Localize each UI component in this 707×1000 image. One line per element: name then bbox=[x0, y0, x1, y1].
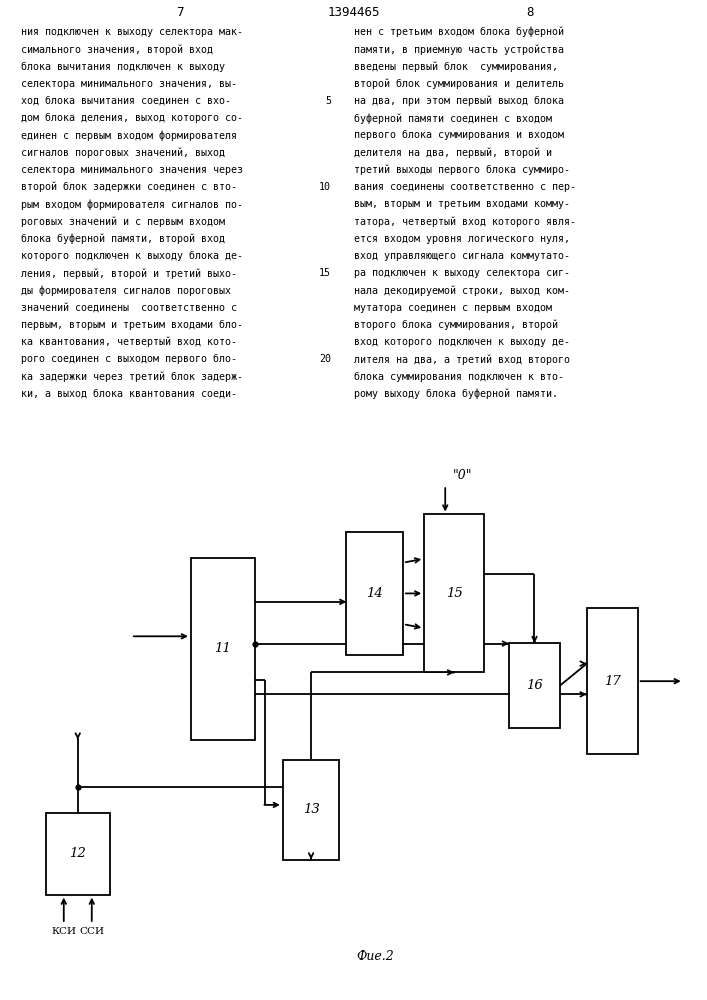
Text: 11: 11 bbox=[214, 643, 231, 656]
Text: КСИ: КСИ bbox=[52, 927, 76, 936]
Text: ра подключен к выходу селектора сиг-: ра подключен к выходу селектора сиг- bbox=[354, 268, 570, 278]
Text: ка задержки через третий блок задерж-: ка задержки через третий блок задерж- bbox=[21, 371, 243, 382]
Text: первого блока суммирования и входом: первого блока суммирования и входом bbox=[354, 130, 563, 140]
Text: памяти, в приемную часть устройства: памяти, в приемную часть устройства bbox=[354, 44, 563, 55]
Text: ния подключен к выходу селектора мак-: ния подключен к выходу селектора мак- bbox=[21, 27, 243, 37]
Bar bbox=[346, 532, 403, 655]
Bar bbox=[283, 760, 339, 860]
Text: симального значения, второй вход: симального значения, второй вход bbox=[21, 44, 214, 55]
Text: ССИ: ССИ bbox=[79, 927, 104, 936]
Text: блока вычитания подключен к выходу: блока вычитания подключен к выходу bbox=[21, 61, 226, 72]
Text: второго блока суммирования, второй: второго блока суммирования, второй bbox=[354, 320, 558, 330]
Text: сигналов пороговых значений, выход: сигналов пороговых значений, выход bbox=[21, 148, 226, 158]
Text: введены первый блок  суммирования,: введены первый блок суммирования, bbox=[354, 61, 558, 72]
Text: "0": "0" bbox=[452, 469, 472, 482]
Text: рым входом формирователя сигналов по-: рым входом формирователя сигналов по- bbox=[21, 199, 243, 210]
Text: селектора минимального значения через: селектора минимального значения через bbox=[21, 165, 243, 175]
Text: первым, вторым и третьим входами бло-: первым, вторым и третьим входами бло- bbox=[21, 320, 243, 330]
Text: третий выходы первого блока суммиро-: третий выходы первого блока суммиро- bbox=[354, 165, 570, 175]
Text: 15: 15 bbox=[446, 587, 462, 600]
Text: ки, а выход блока квантования соеди-: ки, а выход блока квантования соеди- bbox=[21, 389, 238, 399]
Text: лителя на два, а третий вход второго: лителя на два, а третий вход второго bbox=[354, 354, 570, 365]
Text: 7: 7 bbox=[177, 6, 184, 19]
Text: рому выходу блока буферной памяти.: рому выходу блока буферной памяти. bbox=[354, 389, 558, 399]
Text: второй блок суммирования и делитель: второй блок суммирования и делитель bbox=[354, 79, 563, 89]
Text: вым, вторым и третьим входами комму-: вым, вторым и третьим входами комму- bbox=[354, 199, 570, 209]
Text: нала декодируемой строки, выход ком-: нала декодируемой строки, выход ком- bbox=[354, 285, 570, 296]
Text: 13: 13 bbox=[303, 803, 320, 816]
Text: селектора минимального значения, вы-: селектора минимального значения, вы- bbox=[21, 79, 238, 89]
Bar bbox=[424, 514, 484, 672]
Text: вания соединены соответственно с пер-: вания соединены соответственно с пер- bbox=[354, 182, 575, 192]
Text: блока буферной памяти, второй вход: блока буферной памяти, второй вход bbox=[21, 234, 226, 244]
Text: Фие.2: Фие.2 bbox=[356, 950, 394, 963]
Text: 10: 10 bbox=[319, 182, 331, 192]
Text: ход блока вычитания соединен с вхо-: ход блока вычитания соединен с вхо- bbox=[21, 96, 231, 106]
Text: нен с третьим входом блока буферной: нен с третьим входом блока буферной bbox=[354, 27, 563, 37]
Bar bbox=[509, 643, 560, 728]
Text: вход которого подключен к выходу де-: вход которого подключен к выходу де- bbox=[354, 337, 570, 347]
Text: единен с первым входом формирователя: единен с первым входом формирователя bbox=[21, 130, 238, 141]
Text: мутатора соединен с первым входом: мутатора соединен с первым входом bbox=[354, 303, 551, 313]
Text: делителя на два, первый, второй и: делителя на два, первый, второй и bbox=[354, 148, 551, 158]
Text: 17: 17 bbox=[604, 675, 621, 688]
Text: 15: 15 bbox=[319, 268, 331, 278]
Text: 20: 20 bbox=[319, 354, 331, 364]
Bar bbox=[587, 608, 638, 754]
Text: дом блока деления, выход которого со-: дом блока деления, выход которого со- bbox=[21, 113, 243, 123]
Text: 5: 5 bbox=[325, 96, 331, 106]
Text: ка квантования, четвертый вход кото-: ка квантования, четвертый вход кото- bbox=[21, 337, 238, 347]
Bar bbox=[46, 813, 110, 895]
Text: 8: 8 bbox=[527, 6, 534, 19]
Text: ется входом уровня логического нуля,: ется входом уровня логического нуля, bbox=[354, 234, 570, 244]
Text: 12: 12 bbox=[69, 847, 86, 860]
Text: второй блок задержки соединен с вто-: второй блок задержки соединен с вто- bbox=[21, 182, 238, 192]
Text: рого соединен с выходом первого бло-: рого соединен с выходом первого бло- bbox=[21, 354, 238, 364]
Text: вход управляющего сигнала коммутато-: вход управляющего сигнала коммутато- bbox=[354, 251, 570, 261]
Text: ды формирователя сигналов пороговых: ды формирователя сигналов пороговых bbox=[21, 285, 231, 296]
Bar bbox=[191, 558, 255, 740]
Text: 1394465: 1394465 bbox=[327, 6, 380, 19]
Text: роговых значений и с первым входом: роговых значений и с первым входом bbox=[21, 216, 226, 227]
Text: ления, первый, второй и третий выхо-: ления, первый, второй и третий выхо- bbox=[21, 268, 238, 279]
Text: которого подключен к выходу блока де-: которого подключен к выходу блока де- bbox=[21, 251, 243, 261]
Text: татора, четвертый вход которого явля-: татора, четвертый вход которого явля- bbox=[354, 216, 575, 227]
Text: 14: 14 bbox=[366, 587, 383, 600]
Text: на два, при этом первый выход блока: на два, при этом первый выход блока bbox=[354, 96, 563, 106]
Text: блока суммирования подключен к вто-: блока суммирования подключен к вто- bbox=[354, 371, 563, 382]
Text: 16: 16 bbox=[526, 679, 543, 692]
Text: значений соединены  соответственно с: значений соединены соответственно с bbox=[21, 303, 238, 313]
Text: буферной памяти соединен с входом: буферной памяти соединен с входом bbox=[354, 113, 551, 124]
